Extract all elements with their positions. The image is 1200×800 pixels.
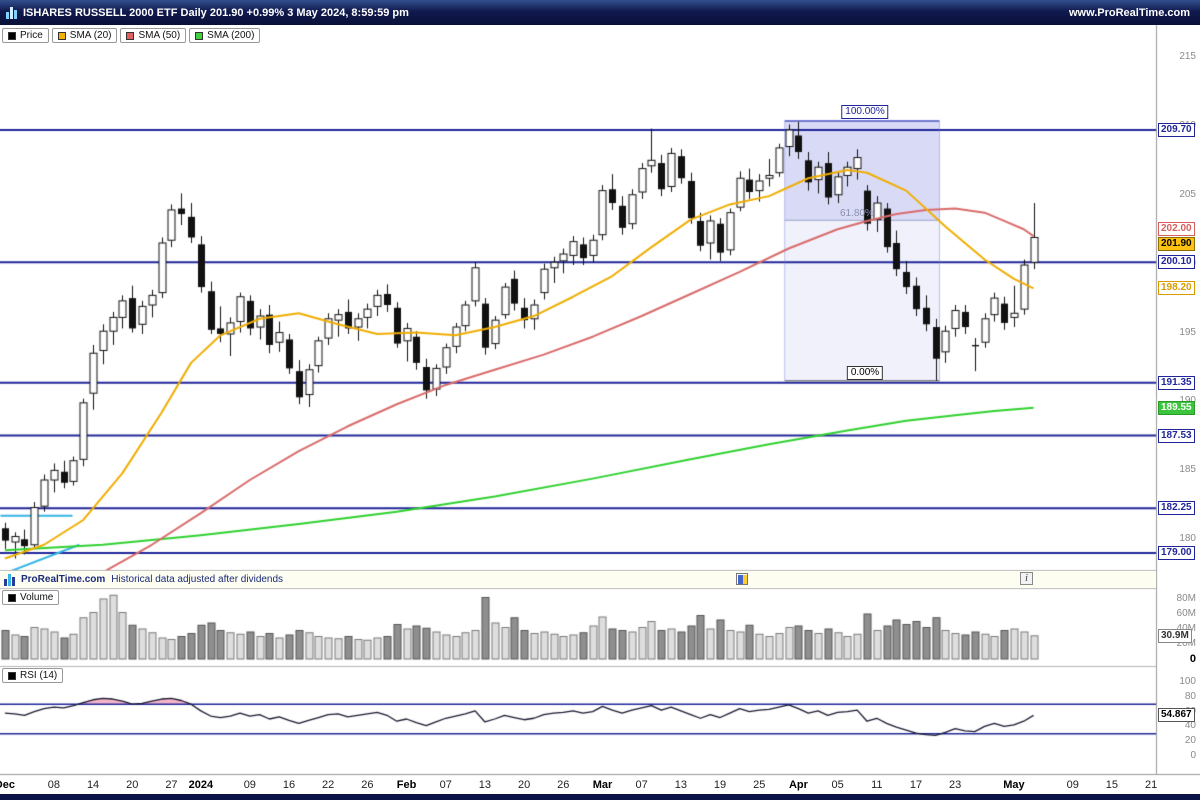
- x-axis-label: 17: [909, 779, 923, 791]
- price-level-label: 182.25: [1158, 501, 1195, 516]
- x-axis-label: 27: [165, 779, 178, 791]
- volume-value-label: 30.9M: [1158, 628, 1192, 643]
- sma200-value-label: 189.55: [1158, 400, 1195, 415]
- price-level-label: 200.10: [1158, 255, 1195, 270]
- fib-label-0[interactable]: 0.00%: [846, 365, 884, 380]
- x-axis-label: 13: [478, 779, 492, 791]
- x-axis-label: 19: [713, 779, 727, 791]
- x-axis-label: 2024: [188, 779, 214, 791]
- x-axis-label: 16: [282, 779, 296, 791]
- x-axis-label: 20: [126, 779, 139, 791]
- rsi-axis-tick: 40: [1184, 720, 1196, 732]
- legend-label: SMA (200): [207, 30, 255, 41]
- legend-color-swatch: [195, 31, 204, 40]
- x-axis-label: 26: [361, 779, 374, 791]
- indicator-legend: Price SMA (20) SMA (50) SMA (200): [2, 28, 261, 43]
- x-axis-label: 25: [753, 779, 766, 791]
- x-axis-label: 09: [243, 779, 256, 791]
- bottom-bar: [0, 794, 1200, 800]
- x-axis-label: Mar: [592, 779, 613, 791]
- legend-color-swatch: [126, 31, 135, 40]
- price-axis-tick: 215: [1179, 50, 1196, 62]
- x-axis-label: 26: [557, 779, 570, 791]
- chart-footer: ProRealTime.com Historical data adjusted…: [0, 571, 1156, 588]
- legend-chip-sma-200[interactable]: SMA (200): [189, 28, 261, 43]
- legend-label: Volume: [20, 592, 54, 603]
- x-axis-label: 20: [517, 779, 531, 791]
- rsi-legend-chip[interactable]: RSI (14): [2, 668, 64, 683]
- chart-title: ISHARES RUSSELL 2000 ETF Daily 201.90 +0…: [23, 6, 409, 19]
- legend-color-swatch: [8, 31, 16, 40]
- legend-label: SMA (20): [69, 30, 112, 41]
- prorealtime-logo-icon: [4, 573, 15, 586]
- x-axis-label: May: [1003, 779, 1025, 791]
- volume-axis-tick: 40M: [1177, 623, 1196, 634]
- x-axis-label: Apr: [788, 779, 808, 791]
- price-axis-tick: 205: [1179, 188, 1196, 200]
- instrument-icon: [6, 6, 17, 19]
- sma20-value-label: 198.20: [1158, 281, 1195, 296]
- volume-axis-tick: 20M: [1176, 638, 1196, 649]
- rsi-axis-tick: 100: [1179, 676, 1196, 687]
- price-axis-tick: 195: [1179, 326, 1196, 338]
- x-axis-label: 08: [47, 779, 60, 791]
- volume-axis-tick: 80M: [1176, 593, 1196, 604]
- x-axis-label: 15: [1105, 779, 1119, 791]
- legend-color-swatch: [8, 671, 16, 680]
- last-price-label: 201.90: [1158, 237, 1195, 252]
- x-axis-label: 21: [1144, 779, 1158, 791]
- x-axis-label: Dec: [0, 779, 15, 791]
- volume-axis-tick: 60M: [1176, 608, 1196, 619]
- detach-icon[interactable]: [736, 573, 748, 585]
- price-axis-tick: 180: [1179, 533, 1196, 545]
- x-axis-label: 07: [439, 779, 452, 791]
- price-level-label: 187.53: [1158, 428, 1195, 443]
- x-axis-label: 13: [674, 779, 687, 791]
- price-level-label: 191.35: [1158, 375, 1195, 390]
- volume-axis-tick: 0: [1189, 653, 1196, 665]
- info-icon[interactable]: i: [1020, 572, 1033, 585]
- rsi-value-label: 54.867: [1158, 708, 1195, 723]
- rsi-axis-tick: 80: [1184, 690, 1196, 702]
- fib-label-100[interactable]: 100.00%: [841, 105, 889, 120]
- price-level-label: 209.70: [1158, 123, 1195, 137]
- volume-legend-chip[interactable]: Volume: [2, 590, 60, 605]
- sma50-value-label: 202.00: [1158, 222, 1195, 237]
- x-axis-label: 11: [871, 779, 883, 791]
- x-axis-label: 22: [322, 779, 335, 791]
- legend-color-swatch: [57, 31, 66, 40]
- footer-note: Historical data adjusted after dividends: [111, 574, 284, 585]
- x-axis-label: 09: [1066, 779, 1079, 791]
- footer-brand[interactable]: ProRealTime.com: [21, 574, 106, 585]
- rsi-axis-tick: 0: [1190, 750, 1196, 761]
- rsi-axis-tick: 20: [1184, 735, 1196, 747]
- x-axis-label: 23: [949, 779, 962, 791]
- website-link[interactable]: www.ProRealTime.com: [1068, 6, 1190, 19]
- legend-color-swatch: [8, 593, 16, 602]
- legend-label: SMA (50): [138, 30, 181, 41]
- x-axis-label: 05: [831, 779, 844, 791]
- legend-chip-sma-20[interactable]: SMA (20): [51, 28, 118, 43]
- x-axis-label: Feb: [396, 779, 417, 791]
- x-axis-label: 07: [635, 779, 648, 791]
- legend-label: RSI (14): [20, 670, 58, 681]
- title-bar: ISHARES RUSSELL 2000 ETF Daily 201.90 +0…: [0, 0, 1200, 25]
- fib-label-618: 61.80%: [840, 208, 874, 220]
- x-axis-label: 14: [86, 779, 100, 791]
- price-level-label: 179.00: [1158, 546, 1195, 561]
- price-axis-tick: 185: [1179, 464, 1196, 476]
- title-group: ISHARES RUSSELL 2000 ETF Daily 201.90 +0…: [6, 6, 409, 19]
- legend-chip-sma-50[interactable]: SMA (50): [120, 28, 187, 43]
- legend-chip-price[interactable]: Price: [2, 28, 49, 43]
- legend-label: Price: [20, 30, 43, 41]
